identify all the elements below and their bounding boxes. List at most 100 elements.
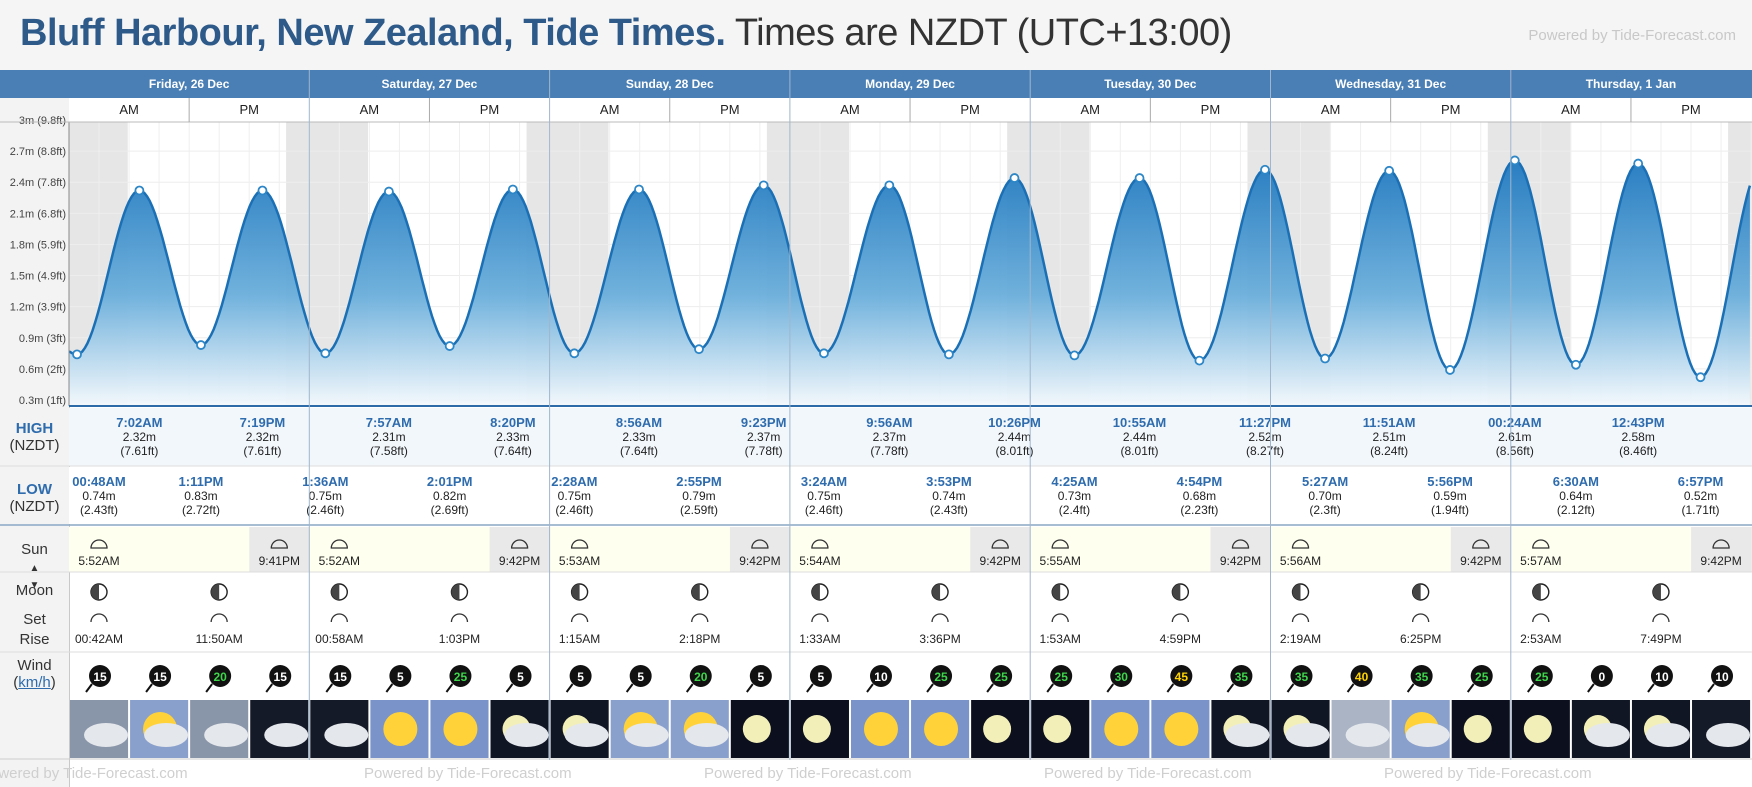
moon-phase-icon bbox=[811, 583, 829, 601]
sun-cloud-icon bbox=[610, 700, 669, 758]
high-height-m: 2.37m bbox=[747, 430, 780, 444]
moon-icon bbox=[790, 700, 849, 758]
wind-circle bbox=[749, 665, 772, 687]
low-height-m: 0.70m bbox=[1308, 489, 1341, 503]
pm-label: PM bbox=[720, 102, 740, 117]
wind-circle bbox=[1290, 665, 1313, 687]
powered-by-bottom-2[interactable]: Powered by Tide-Forecast.com bbox=[364, 765, 572, 782]
high-height-ft: (7.64ft) bbox=[494, 444, 532, 458]
wind-circle bbox=[329, 665, 352, 687]
sunset-icon bbox=[751, 539, 769, 549]
wind-speed: 10 bbox=[874, 670, 888, 684]
wind-circle bbox=[569, 665, 592, 687]
wind-arrow bbox=[1046, 683, 1054, 693]
sunrise-time: 5:53AM bbox=[559, 554, 600, 568]
wind-circle bbox=[689, 665, 712, 687]
wind-arrow bbox=[1647, 683, 1655, 693]
y-tick-label: 1.8m (5.9ft) bbox=[10, 239, 66, 251]
powered-by-bottom-3[interactable]: Powered by Tide-Forecast.com bbox=[704, 765, 912, 782]
high-time: 7:57AM bbox=[366, 415, 412, 430]
moon-phase-icon bbox=[1411, 583, 1430, 601]
wind-arrow bbox=[1166, 683, 1175, 693]
low-height-ft: (2.46ft) bbox=[306, 503, 344, 517]
moonrise-time: 2:19AM bbox=[1280, 632, 1321, 646]
sun-toggle-icon[interactable]: ▲ ▼ bbox=[29, 563, 40, 591]
low-height-m: 0.73m bbox=[1058, 489, 1091, 503]
wind-speed: 15 bbox=[153, 670, 167, 684]
wind-arrow bbox=[265, 683, 274, 693]
wind-speed: 25 bbox=[454, 670, 468, 684]
low-height-m: 0.52m bbox=[1684, 489, 1717, 503]
low-time: 1:36AM bbox=[302, 474, 348, 489]
moon-dark-half bbox=[571, 584, 580, 600]
moonrise-icon bbox=[1171, 613, 1189, 623]
high-time: 10:26PM bbox=[988, 415, 1041, 430]
moonrise-icon bbox=[210, 613, 228, 623]
wind-unit-link[interactable]: km/h bbox=[18, 674, 51, 691]
wind-circle bbox=[1410, 665, 1433, 687]
moon-dark-half bbox=[691, 584, 700, 600]
high-row-bg bbox=[69, 408, 1752, 466]
wind-speed: 35 bbox=[1295, 670, 1309, 684]
pm-label: PM bbox=[1441, 102, 1461, 117]
moon-rise-label: Rise bbox=[19, 631, 50, 648]
low-height-ft: (2.12ft) bbox=[1557, 503, 1595, 517]
low-time: 2:28AM bbox=[551, 474, 597, 489]
moonrise-icon bbox=[450, 613, 469, 623]
tide-extreme-point bbox=[1260, 164, 1270, 175]
cloud-puff bbox=[1706, 723, 1751, 747]
low-height-m: 0.82m bbox=[433, 489, 466, 503]
tide-extreme-point bbox=[758, 180, 769, 191]
wind-circle bbox=[1230, 665, 1253, 687]
wind-speed: 20 bbox=[213, 670, 227, 684]
sun-disc bbox=[863, 712, 898, 746]
tide-extreme-point bbox=[1384, 165, 1395, 176]
high-height-m: 2.32m bbox=[246, 430, 279, 444]
tide-area bbox=[69, 160, 1750, 406]
am-label: AM bbox=[1561, 102, 1581, 117]
wind-circle bbox=[149, 665, 172, 687]
wind-circle bbox=[89, 665, 111, 687]
wind-arrow bbox=[505, 683, 514, 693]
moon-dark-half bbox=[1652, 584, 1661, 600]
tide-extreme-point bbox=[196, 340, 206, 350]
powered-by-bottom-1[interactable]: Powered by Tide-Forecast.com bbox=[0, 765, 188, 782]
moon-icon bbox=[730, 700, 789, 758]
powered-by-bottom-4[interactable]: Powered by Tide-Forecast.com bbox=[1044, 765, 1252, 782]
cloud-puff bbox=[504, 723, 549, 747]
moonrise-time: 2:18PM bbox=[679, 632, 720, 646]
wind-circle bbox=[449, 665, 472, 687]
cloud-puff bbox=[684, 723, 729, 747]
wind-arrow bbox=[385, 683, 394, 693]
sun-icon bbox=[1151, 700, 1210, 758]
sunset-cell bbox=[249, 527, 310, 572]
sunset-cell bbox=[970, 527, 1031, 572]
high-label: HIGH (NZDT) bbox=[0, 420, 69, 454]
title-timezone: Times are NZDT (UTC+13:00) bbox=[734, 12, 1232, 54]
wind-speed: 5 bbox=[517, 670, 524, 684]
am-label: AM bbox=[1321, 102, 1341, 117]
moonrise-time: 00:58AM bbox=[315, 632, 363, 646]
high-height-m: 2.58m bbox=[1621, 430, 1654, 444]
low-time: 2:01PM bbox=[427, 474, 473, 489]
high-height-m: 2.51m bbox=[1372, 430, 1405, 444]
moon-phase-icon bbox=[450, 583, 469, 601]
powered-by-bottom-5[interactable]: Powered by Tide-Forecast.com bbox=[1384, 765, 1592, 782]
high-height-ft: (7.61ft) bbox=[243, 444, 281, 458]
moon-phase-icon bbox=[691, 583, 709, 601]
sunrise-time: 5:55AM bbox=[1040, 554, 1081, 568]
wind-circle bbox=[1650, 665, 1673, 687]
low-height-ft: (2.59ft) bbox=[680, 503, 718, 517]
low-time: 00:48AM bbox=[72, 474, 125, 489]
tide-extreme-point bbox=[1445, 365, 1455, 375]
cloud-puff bbox=[204, 723, 249, 747]
moon-phase-icon bbox=[1051, 583, 1069, 601]
high-height-m: 2.44m bbox=[998, 430, 1031, 444]
sunrise-icon bbox=[570, 539, 589, 549]
high-time: 10:55AM bbox=[1113, 415, 1166, 430]
low-height-ft: (2.23ft) bbox=[1180, 503, 1218, 517]
sunset-time: 9:42PM bbox=[980, 554, 1021, 568]
wind-circle bbox=[1350, 665, 1373, 687]
title-location: Bluff Harbour, New Zealand, Tide Times. bbox=[20, 12, 726, 54]
powered-by-top[interactable]: Powered by Tide-Forecast.com bbox=[1528, 27, 1736, 44]
